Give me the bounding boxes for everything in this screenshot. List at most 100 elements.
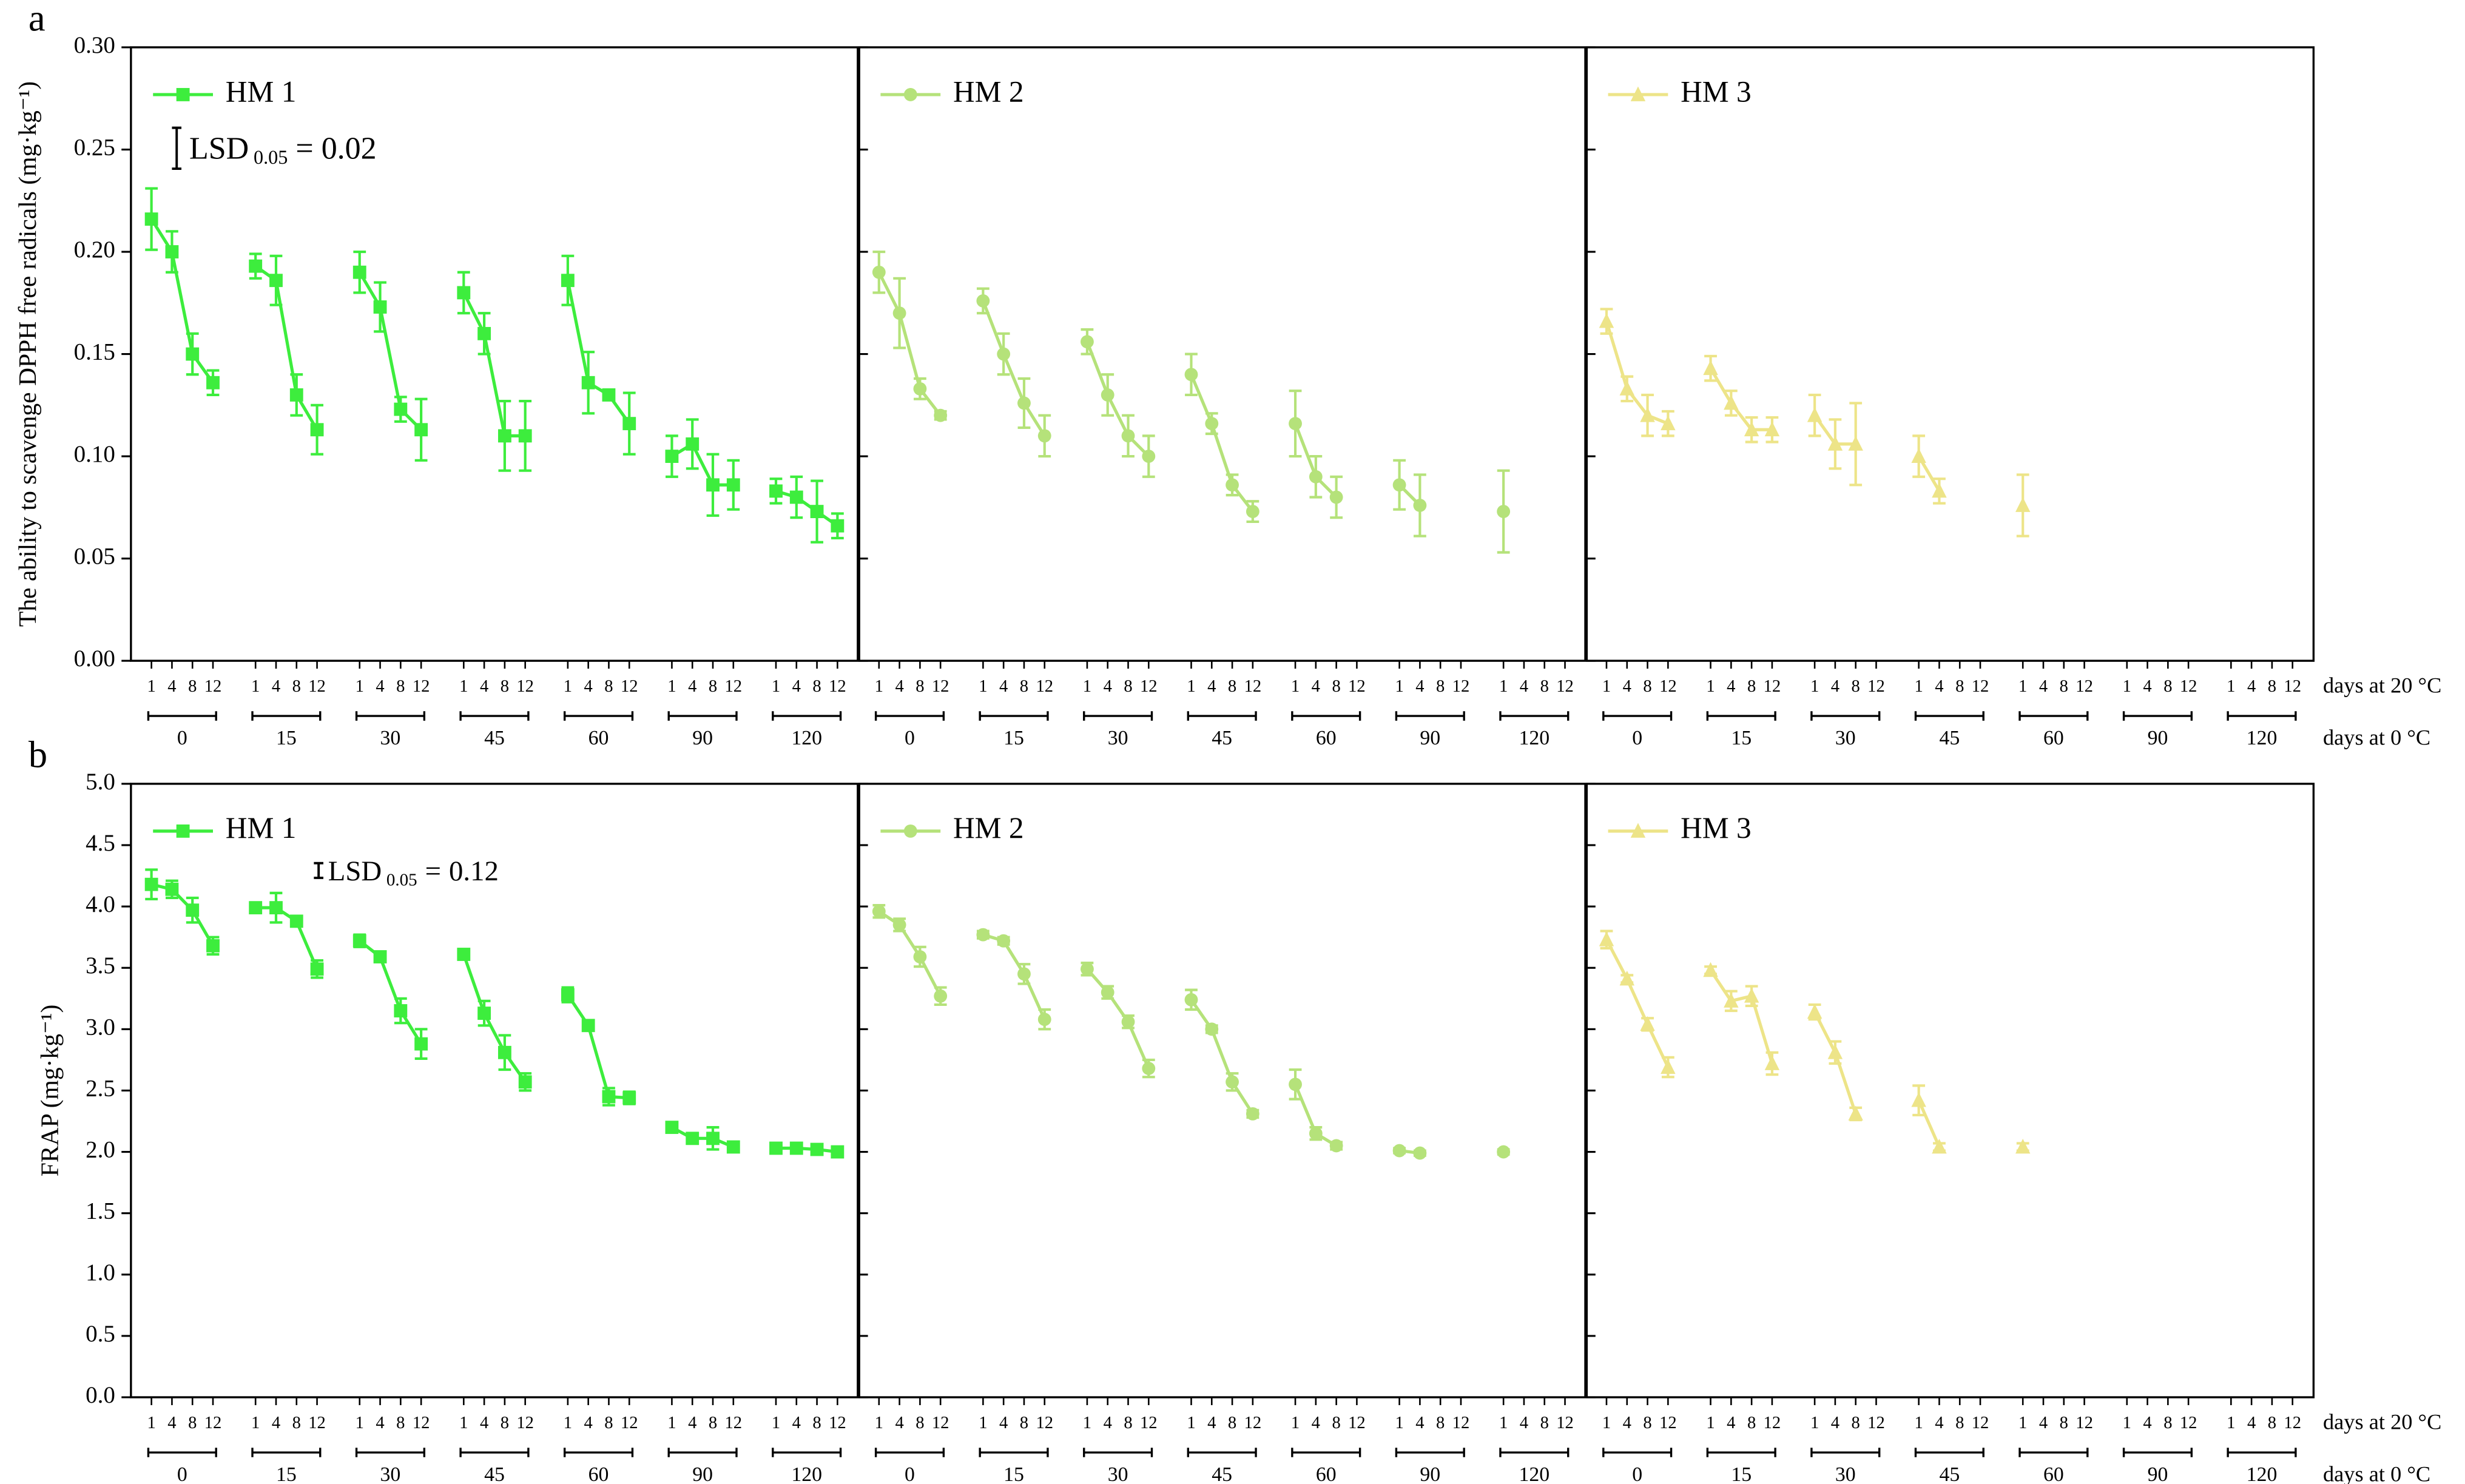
group-label: 60 xyxy=(588,1463,609,1484)
x-tick-label: 4 xyxy=(480,677,488,696)
x-tick-label: 1 xyxy=(1291,677,1300,696)
marker xyxy=(831,1145,845,1159)
x-tick-label: 8 xyxy=(1955,677,1964,696)
group-bracket xyxy=(1810,1448,1881,1457)
x-tick-label: 12 xyxy=(1764,1414,1781,1432)
marker xyxy=(1724,993,1739,1008)
x-tick-label: 12 xyxy=(1140,1414,1158,1432)
x-tick-label: 1 xyxy=(251,1414,260,1432)
x-tick-label: 4 xyxy=(1831,1414,1839,1432)
series-line xyxy=(671,1125,734,1148)
lsd-subscript: 0.05 xyxy=(254,146,288,168)
x-tick-label: 8 xyxy=(396,1414,405,1432)
x-tick-label: 1 xyxy=(459,677,468,696)
marker xyxy=(997,347,1011,361)
group-label: 30 xyxy=(380,727,401,749)
marker xyxy=(1497,1145,1511,1159)
marker xyxy=(310,423,324,437)
x-tick-label: 12 xyxy=(308,677,326,696)
x-tick-label: 4 xyxy=(1727,677,1735,696)
marker xyxy=(1807,407,1823,422)
x-tick-label: 12 xyxy=(1659,677,1677,696)
marker xyxy=(903,824,917,838)
x-tick-label: 1 xyxy=(1810,1414,1819,1432)
x-axis-label: days at 0 °C xyxy=(2323,725,2430,749)
x-tick-label: 8 xyxy=(1540,1414,1549,1432)
lsd-bar xyxy=(172,126,182,170)
marker xyxy=(165,245,179,258)
x-tick-label: 1 xyxy=(251,677,260,696)
group-bracket xyxy=(1187,1448,1257,1457)
group-label: 45 xyxy=(484,1463,505,1484)
x-tick-label: 4 xyxy=(999,1414,1008,1432)
group-bracket xyxy=(1291,711,1361,721)
group-bracket xyxy=(1083,711,1153,721)
marker xyxy=(1017,396,1031,410)
marker xyxy=(144,877,158,891)
x-tick-label: 12 xyxy=(1867,677,1885,696)
x-tick-label: 1 xyxy=(147,677,155,696)
marker xyxy=(789,490,803,504)
x-tick-label: 1 xyxy=(2123,677,2131,696)
x-tick-label: 1 xyxy=(356,1414,364,1432)
group-bracket xyxy=(1914,1448,1984,1457)
lsd-value: 0.12 xyxy=(449,855,499,887)
marker xyxy=(622,1091,636,1105)
x-tick-label: 1 xyxy=(1706,677,1715,696)
x-tick-label: 8 xyxy=(812,677,821,696)
group-bracket xyxy=(667,711,738,721)
x-axis-label: days at 20 °C xyxy=(2323,1410,2441,1434)
group-bracket xyxy=(1291,1448,1361,1457)
marker xyxy=(249,259,263,273)
marker xyxy=(1246,505,1259,519)
marker xyxy=(976,928,990,942)
marker xyxy=(477,326,491,340)
x-tick-label: 1 xyxy=(2018,677,2027,696)
marker xyxy=(1101,985,1114,999)
x-tick-label: 8 xyxy=(916,677,924,696)
group-label: 0 xyxy=(1632,1463,1642,1484)
group-label: 90 xyxy=(2148,727,2168,749)
marker xyxy=(1807,1003,1823,1019)
marker xyxy=(477,1007,491,1020)
marker xyxy=(1184,993,1198,1007)
x-tick-label: 4 xyxy=(272,1414,280,1432)
marker xyxy=(1289,417,1302,431)
marker xyxy=(176,824,190,838)
marker xyxy=(769,484,783,498)
marker xyxy=(810,505,824,519)
x-tick-label: 8 xyxy=(1228,677,1236,696)
series-line xyxy=(566,994,630,1100)
x-tick-label: 4 xyxy=(1207,677,1216,696)
series-line xyxy=(878,910,942,997)
group-bracket xyxy=(1810,711,1881,721)
marker xyxy=(352,265,366,279)
y-tick-label: 0.30 xyxy=(74,32,115,58)
panel-label: a xyxy=(29,0,46,39)
group-label: 30 xyxy=(1108,1463,1128,1484)
series-line xyxy=(1190,374,1254,513)
series-line xyxy=(1085,968,1150,1070)
marker xyxy=(518,429,532,443)
group-bracket xyxy=(563,1448,634,1457)
x-tick-label: 4 xyxy=(376,677,384,696)
x-tick-label: 12 xyxy=(1556,677,1574,696)
series-line xyxy=(982,933,1047,1020)
x-tick-label: 8 xyxy=(501,1414,509,1432)
group-bracket xyxy=(355,1448,426,1457)
marker xyxy=(561,988,575,1002)
legend-label: HM 3 xyxy=(1681,75,1752,108)
x-tick-label: 8 xyxy=(188,677,197,696)
group-label: 45 xyxy=(1212,727,1232,749)
marker xyxy=(1848,436,1863,451)
group-label: 15 xyxy=(276,1463,297,1484)
x-tick-label: 4 xyxy=(584,1414,593,1432)
marker xyxy=(1630,86,1646,101)
x-tick-label: 1 xyxy=(147,1414,155,1432)
group-bracket xyxy=(355,711,426,721)
x-tick-label: 1 xyxy=(979,677,987,696)
x-tick-label: 12 xyxy=(1452,677,1470,696)
series-line xyxy=(775,1146,838,1154)
x-tick-label: 1 xyxy=(875,1414,883,1432)
